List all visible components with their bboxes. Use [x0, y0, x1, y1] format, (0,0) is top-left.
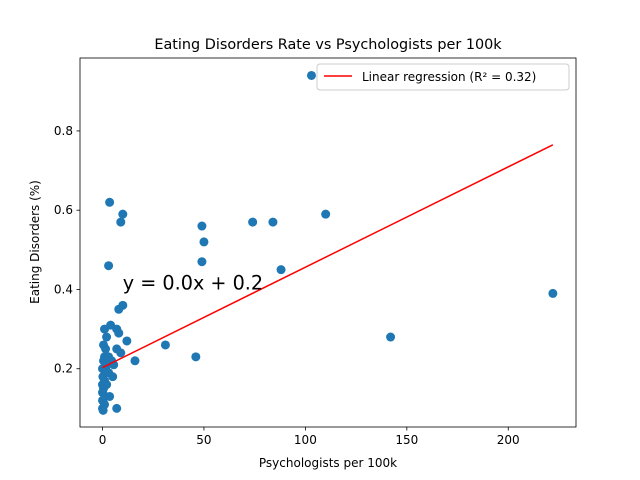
data-point: [101, 344, 111, 354]
x-tick-label: 200: [497, 433, 520, 447]
data-point: [276, 265, 286, 275]
y-tick-label: 0.4: [54, 282, 73, 296]
data-point: [118, 209, 128, 219]
data-point: [98, 372, 108, 382]
x-tick-label: 100: [294, 433, 317, 447]
legend-regression-label: Linear regression (R² = 0.32): [362, 70, 536, 84]
x-tick-label: 50: [196, 433, 211, 447]
data-point: [100, 324, 110, 334]
data-point: [306, 70, 316, 80]
regression-line: [102, 144, 554, 369]
data-point: [105, 391, 115, 401]
legend: Linear regression (R² = 0.32): [316, 63, 570, 91]
data-point: [116, 217, 126, 227]
data-point: [160, 340, 170, 350]
data-point: [130, 356, 140, 366]
data-point: [122, 336, 132, 346]
y-tick-label: 0.8: [54, 124, 73, 138]
plot-area: 0 50 100 150 200 0.2 0.4 0.6 0.8: [54, 57, 577, 447]
data-point: [386, 332, 396, 342]
x-axis-label: Psychologists per 100k: [259, 456, 397, 470]
data-point: [268, 217, 278, 227]
data-point: [199, 237, 209, 247]
x-axis-ticks: 0 50 100 150 200: [99, 427, 520, 447]
y-tick-label: 0.2: [54, 362, 73, 376]
data-point: [112, 403, 122, 413]
data-point: [102, 332, 112, 342]
data-point: [116, 348, 126, 358]
data-point: [108, 372, 118, 382]
x-tick-label: 150: [395, 433, 418, 447]
regression-equation-annotation: y = 0.0x + 0.2: [123, 271, 263, 294]
data-point: [104, 261, 114, 271]
data-point: [114, 328, 124, 338]
data-point: [197, 257, 207, 267]
chart-title: Eating Disorders Rate vs Psychologists p…: [154, 37, 502, 53]
data-point: [321, 209, 331, 219]
data-point: [105, 197, 115, 207]
axes-frame: [79, 57, 577, 428]
data-point: [248, 217, 258, 227]
data-point: [197, 221, 207, 231]
data-point: [114, 304, 124, 314]
data-point: [548, 288, 558, 298]
data-point: [191, 352, 201, 362]
legend-box: [316, 63, 570, 91]
data-point: [98, 405, 108, 415]
y-axis-ticks: 0.2 0.4 0.6 0.8: [54, 124, 80, 376]
y-tick-label: 0.6: [54, 203, 73, 217]
regression-line-layer: [102, 144, 554, 369]
x-tick-label: 0: [99, 433, 107, 447]
y-axis-label: Eating Disorders (%): [28, 180, 42, 304]
